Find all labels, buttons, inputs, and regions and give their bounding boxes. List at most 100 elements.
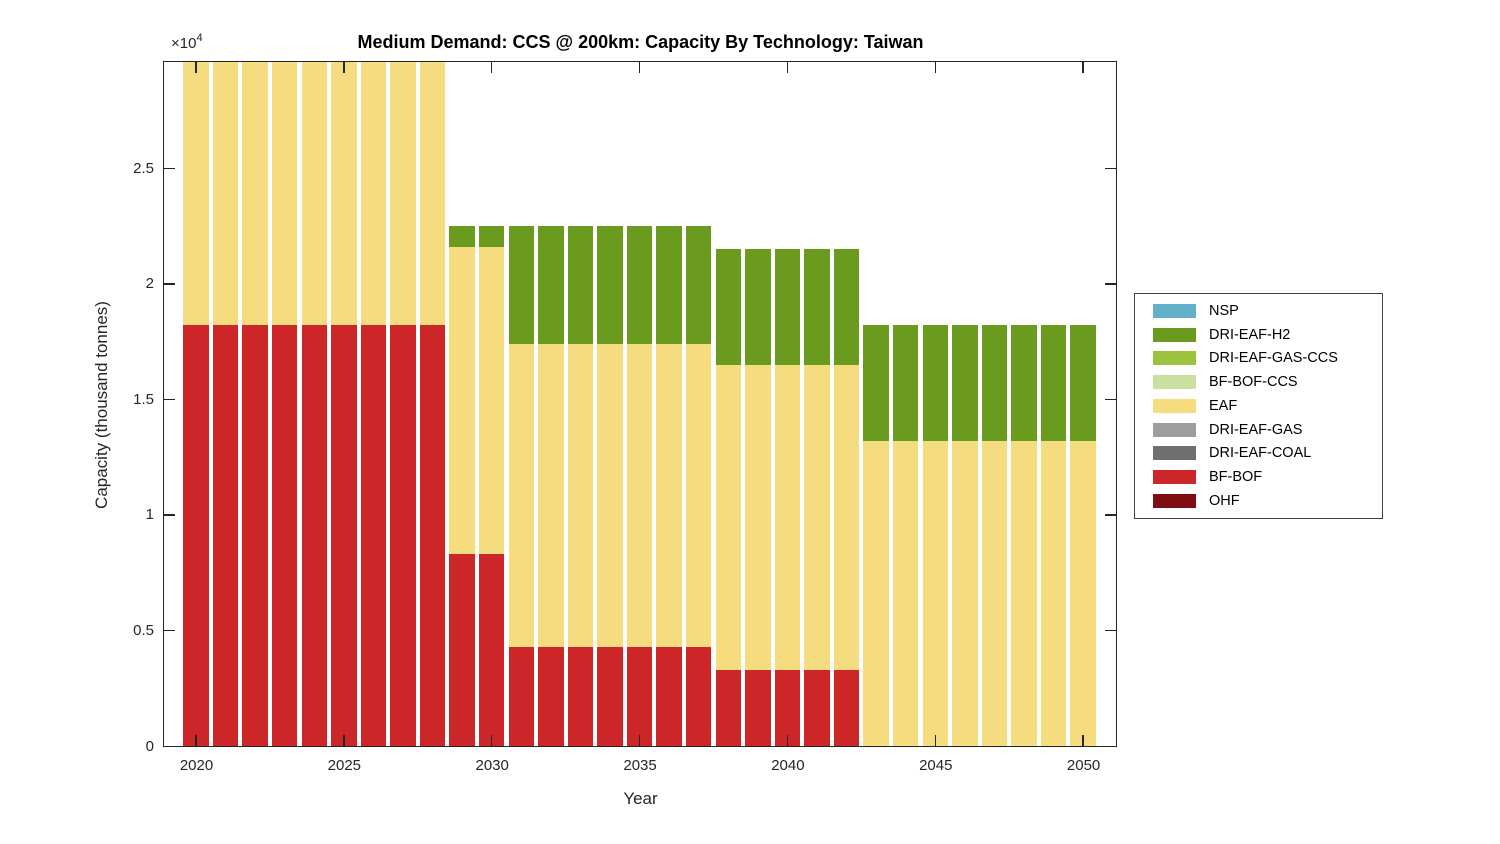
legend-label: BF-BOF [1209,469,1263,486]
legend-row-BF-BOF-CCS: BF-BOF-CCS [1135,374,1382,390]
bar-segment-2038-DRI-EAF-H2 [715,249,741,365]
bar-segment-2046-EAF [952,440,978,746]
bar-segment-2035-EAF [626,343,653,647]
bar-segment-2032-BF-BOF [538,646,564,746]
x-tick-bottom-2020 [195,735,197,746]
x-tick-top-2030 [490,62,493,73]
bar-segment-2036-EAF [656,343,682,647]
y-tick-label-2: 2 [145,275,154,293]
x-tick-bottom-2050 [1082,735,1084,746]
y-tick-label-0: 0 [145,737,154,755]
y-tick-left-1.5 [164,398,175,401]
bar-segment-2032-DRI-EAF-H2 [538,226,564,344]
legend-label: DRI-EAF-GAS-CCS [1209,350,1338,367]
x-tick-top-2045 [934,62,936,73]
bar-segment-2049-DRI-EAF-H2 [1040,325,1067,441]
bar-segment-2036-DRI-EAF-H2 [656,226,682,344]
bar-segment-2034-EAF [597,343,623,647]
bar-segment-2050-DRI-EAF-H2 [1070,325,1096,441]
bar-segment-2040-EAF [774,364,801,670]
legend-swatch-OHF [1153,494,1196,508]
bar-segment-2025-BF-BOF [331,325,357,746]
legend-label: DRI-EAF-H2 [1209,326,1291,343]
y-tick-right-2 [1105,283,1116,285]
legend-label: OHF [1209,493,1240,509]
y-tick-right-2.5 [1105,167,1116,170]
bar-segment-2042-DRI-EAF-H2 [833,249,860,365]
legend-label: EAF [1209,397,1238,414]
bar-segment-2022-BF-BOF [242,325,268,746]
bar-segment-2043-EAF [863,440,889,746]
bar-segment-2042-EAF [833,364,860,670]
bar-segment-2028-BF-BOF [419,325,446,746]
bar-segment-2029-BF-BOF [449,554,475,746]
legend-swatch-EAF [1153,398,1196,413]
legend-row-EAF: EAF [1135,398,1382,414]
bar-segment-2041-EAF [804,364,830,670]
bar-segment-2035-BF-BOF [626,646,653,746]
bar-segment-2039-DRI-EAF-H2 [745,249,771,365]
bar-segment-2037-BF-BOF [685,646,712,746]
legend-row-BF-BOF: BF-BOF [1135,469,1382,485]
bar-segment-2037-DRI-EAF-H2 [685,226,712,344]
y-tick-right-0.5 [1105,629,1116,632]
bar-segment-2040-BF-BOF [774,669,801,746]
bar-segment-2047-DRI-EAF-H2 [981,325,1008,441]
bar-segment-2041-BF-BOF [804,669,830,746]
y-tick-label-1: 1 [145,506,154,524]
x-tick-label-2030: 2030 [475,757,509,774]
bar-segment-2035-DRI-EAF-H2 [626,226,653,344]
bar-segment-2045-DRI-EAF-H2 [922,325,948,441]
y-tick-label-0.5: 0.5 [133,621,154,639]
y-tick-left-2 [164,283,175,285]
bar-segment-2026-EAF [360,62,387,326]
bar-segment-2039-EAF [745,364,771,670]
legend-swatch-DRI-EAF-GAS [1153,422,1196,437]
bar-segment-2029-EAF [449,246,475,555]
x-tick-label-2045: 2045 [919,757,953,774]
bar-segment-2031-EAF [508,343,535,647]
bar-segment-2026-BF-BOF [360,325,387,746]
x-tick-top-2035 [638,62,641,73]
bar-segment-2033-DRI-EAF-H2 [567,226,594,344]
y-multiplier-base: ×10 [171,35,197,52]
y-tick-left-0.5 [164,629,175,632]
legend-swatch-DRI-EAF-H2 [1153,327,1196,342]
legend-swatch-NSP [1153,303,1196,318]
bar-segment-2039-BF-BOF [745,669,771,746]
x-tick-top-2050 [1082,62,1084,73]
bar-segment-2022-EAF [242,62,268,326]
bar-segment-2050-EAF [1070,440,1096,746]
x-tick-bottom-2035 [638,735,641,746]
bar-segment-2037-EAF [685,343,712,647]
y-axis-label: Capacity (thousand tonnes) [92,301,111,509]
legend-swatch-DRI-EAF-COAL [1153,446,1196,461]
x-axis-label: Year [623,789,658,808]
bar-segment-2033-BF-BOF [567,646,594,746]
x-tick-bottom-2030 [490,735,493,746]
legend-swatch-BF-BOF [1153,470,1196,485]
bar-segment-2034-BF-BOF [597,646,623,746]
bar-segment-2023-BF-BOF [271,325,298,746]
x-tick-label-2035: 2035 [623,757,657,774]
legend-box: NSP DRI-EAF-H2 DRI-EAF-GAS-CCS BF-BOF-CCS EA… [1134,293,1383,519]
y-multiplier-exponent: 4 [196,32,203,44]
bar-segment-2045-EAF [922,440,948,746]
x-tick-bottom-2045 [934,735,936,746]
bar-segment-2043-DRI-EAF-H2 [863,325,889,441]
bar-segment-2030-EAF [478,246,505,555]
bar-segment-2024-EAF [301,62,328,326]
bar-segment-2041-DRI-EAF-H2 [804,249,830,365]
legend-row-DRI-EAF-GAS-CCS: DRI-EAF-GAS-CCS [1135,350,1382,366]
legend-label: BF-BOF-CCS [1209,374,1298,391]
y-tick-right-1.5 [1105,398,1116,401]
bar-segment-2038-BF-BOF [715,669,741,746]
y-tick-right-1 [1105,514,1116,516]
bar-segment-2027-EAF [390,62,416,326]
bar-segment-2033-EAF [567,343,594,647]
bar-segment-2027-BF-BOF [390,325,416,746]
y-tick-left-1 [164,514,175,516]
x-tick-top-2020 [195,62,197,73]
bar-segment-2044-EAF [892,440,919,746]
